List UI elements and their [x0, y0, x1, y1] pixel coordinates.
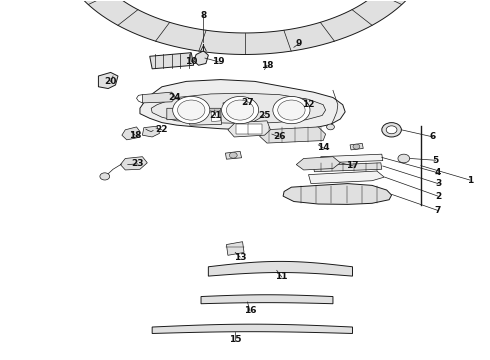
- Text: 26: 26: [273, 132, 286, 141]
- Text: 7: 7: [435, 206, 441, 215]
- Text: 2: 2: [435, 192, 441, 201]
- Text: 23: 23: [131, 159, 144, 168]
- Polygon shape: [296, 157, 340, 170]
- Text: 18: 18: [129, 131, 141, 140]
- Text: 21: 21: [209, 111, 222, 120]
- Circle shape: [386, 126, 397, 134]
- Text: 4: 4: [435, 168, 441, 177]
- Text: 20: 20: [104, 77, 117, 86]
- Text: 17: 17: [346, 161, 359, 170]
- Polygon shape: [228, 121, 270, 137]
- Text: 1: 1: [466, 176, 473, 185]
- Text: 10: 10: [185, 57, 197, 66]
- Text: 15: 15: [229, 335, 242, 344]
- Polygon shape: [194, 51, 208, 65]
- Text: 25: 25: [258, 111, 271, 120]
- Polygon shape: [122, 127, 140, 140]
- Text: 5: 5: [433, 156, 439, 165]
- Text: 13: 13: [234, 253, 246, 262]
- Polygon shape: [225, 151, 242, 159]
- Circle shape: [382, 123, 401, 137]
- Polygon shape: [152, 324, 352, 333]
- Text: 19: 19: [212, 57, 224, 66]
- Polygon shape: [98, 72, 118, 89]
- Text: 14: 14: [317, 143, 329, 152]
- Polygon shape: [143, 92, 175, 103]
- Circle shape: [273, 96, 310, 124]
- Polygon shape: [260, 127, 326, 143]
- Circle shape: [353, 144, 360, 149]
- Circle shape: [398, 154, 410, 163]
- Circle shape: [226, 100, 254, 120]
- Polygon shape: [208, 261, 352, 276]
- Text: 16: 16: [244, 306, 256, 315]
- Circle shape: [100, 173, 110, 180]
- Bar: [236, 125, 249, 134]
- Text: 24: 24: [168, 93, 180, 102]
- Polygon shape: [151, 93, 326, 123]
- Text: 27: 27: [241, 98, 254, 107]
- Polygon shape: [140, 80, 345, 131]
- Polygon shape: [350, 143, 363, 150]
- Polygon shape: [150, 53, 194, 69]
- Polygon shape: [309, 171, 384, 184]
- Polygon shape: [201, 295, 333, 304]
- Polygon shape: [321, 154, 383, 163]
- Text: 22: 22: [156, 125, 168, 134]
- Circle shape: [327, 124, 334, 130]
- Polygon shape: [223, 101, 244, 110]
- Text: 11: 11: [275, 272, 288, 281]
- Polygon shape: [314, 163, 382, 172]
- Polygon shape: [283, 184, 392, 204]
- Circle shape: [229, 152, 237, 158]
- Text: 3: 3: [435, 179, 441, 188]
- Text: 6: 6: [430, 132, 436, 141]
- Circle shape: [278, 100, 305, 120]
- Polygon shape: [189, 108, 221, 125]
- Text: 12: 12: [302, 100, 315, 109]
- Circle shape: [177, 100, 205, 120]
- Text: 9: 9: [295, 39, 302, 48]
- Circle shape: [172, 96, 210, 124]
- Polygon shape: [211, 110, 220, 122]
- Polygon shape: [226, 242, 244, 255]
- Polygon shape: [167, 108, 190, 120]
- Polygon shape: [79, 0, 411, 54]
- Text: 8: 8: [200, 10, 207, 19]
- Text: 18: 18: [261, 61, 273, 70]
- Polygon shape: [143, 126, 159, 137]
- Bar: [248, 125, 262, 134]
- Polygon shape: [284, 99, 308, 110]
- Circle shape: [221, 96, 259, 124]
- Polygon shape: [121, 157, 147, 170]
